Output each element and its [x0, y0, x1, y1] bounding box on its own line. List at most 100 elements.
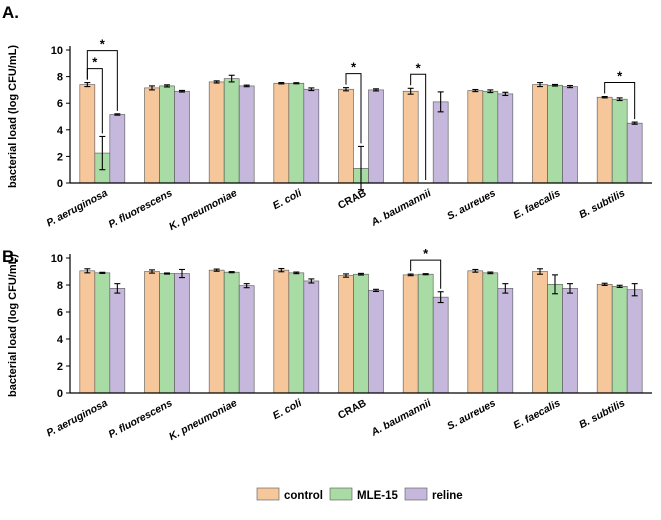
bar-reline-3	[303, 88, 320, 184]
y-tick-label: 8	[57, 72, 63, 84]
legend-label-mle-15: MLE-15	[357, 490, 399, 502]
bar-control-6	[467, 90, 484, 184]
category-label: B. subtilis	[577, 397, 627, 431]
bar-reline-4	[368, 290, 384, 394]
bar-reline-0	[109, 288, 126, 394]
bar-control-4	[338, 275, 354, 394]
bar-mle-15-2	[223, 78, 240, 184]
bar-control-1	[144, 87, 160, 184]
y-tick-label: 10	[51, 253, 63, 265]
bar-reline-1	[174, 90, 190, 184]
significance-asterisk: *	[416, 60, 422, 75]
category-label: P. fluorescens	[107, 187, 175, 231]
legend: control MLE-15 reline	[256, 487, 463, 502]
bar-control-0	[79, 84, 96, 184]
category-label: CRAB	[336, 187, 369, 212]
bar-control-3	[273, 82, 290, 184]
y-tick-label: 6	[57, 98, 63, 110]
y-tick-label: 4	[57, 334, 64, 346]
bar-control-8	[596, 96, 613, 184]
bar-reline-2	[238, 85, 255, 184]
legend-swatch-mle-15	[329, 487, 353, 501]
bar-control-5	[402, 90, 419, 184]
bar-mle-15-7	[547, 284, 563, 394]
category-label: CRAB	[336, 397, 369, 422]
y-tick-label: 0	[57, 178, 63, 190]
category-label: A. baumannii	[368, 187, 434, 230]
significance-asterisk: *	[423, 246, 429, 261]
legend-swatch-reline	[404, 487, 428, 501]
bar-reline-3	[303, 280, 320, 394]
legend-label-control: control	[284, 490, 323, 502]
y-tick-label: 2	[57, 361, 63, 373]
bar-mle-15-2	[223, 271, 240, 394]
bar-mle-15-0	[94, 272, 111, 394]
category-label: K. pneumoniae	[167, 397, 239, 443]
y-tick-label: 10	[51, 45, 63, 57]
legend-swatch-control	[256, 487, 280, 501]
bar-control-1	[144, 271, 160, 394]
bar-reline-1	[174, 273, 190, 394]
bar-reline-8	[626, 122, 643, 184]
y-tick-label: 6	[57, 307, 63, 319]
legend-label-reline: reline	[432, 490, 463, 502]
bar-control-5	[402, 274, 419, 394]
y-axis-title: bacterial load (log CFU/mL)	[7, 254, 19, 397]
category-label: A. baumannii	[368, 397, 434, 440]
significance-asterisk: *	[100, 37, 106, 52]
bar-reline-5	[432, 101, 449, 184]
bar-control-2	[208, 81, 225, 184]
bar-reline-0	[109, 114, 126, 184]
bar-mle-15-1	[159, 273, 175, 394]
bar-control-7	[532, 271, 548, 394]
bar-reline-6	[497, 93, 514, 184]
significance-asterisk: *	[351, 60, 357, 75]
bar-reline-4	[368, 89, 384, 184]
bar-control-2	[208, 269, 225, 394]
significance-asterisk: *	[92, 55, 98, 70]
bar-reline-6	[497, 288, 514, 394]
bar-reline-8	[626, 289, 643, 394]
bar-mle-15-7	[547, 84, 563, 184]
chart-panel-b: B.bacterial load (log CFU/mL) 0 2 4 6 8 10 P. a…	[2, 246, 652, 443]
bar-control-4	[338, 88, 354, 184]
bar-reline-7	[562, 86, 578, 184]
bar-mle-15-8	[611, 286, 628, 394]
category-label: S. aureues	[445, 187, 498, 223]
bar-control-0	[79, 270, 96, 394]
significance-bracket	[604, 82, 636, 120]
category-label: E. faecalis	[511, 397, 562, 432]
bar-control-3	[273, 269, 290, 394]
bar-reline-5	[432, 296, 449, 394]
bar-mle-15-6	[482, 90, 499, 184]
bar-reline-7	[562, 288, 578, 394]
significance-asterisk: *	[617, 69, 623, 84]
bar-mle-15-5	[417, 273, 434, 394]
category-label: P. aeruginosa	[44, 187, 109, 229]
significance-bracket	[345, 73, 362, 144]
panel-label: A.	[2, 3, 19, 22]
bar-mle-15-8	[611, 98, 628, 184]
significance-bracket	[86, 50, 118, 111]
chart-panel-a: A. bacterial load (log CFU/mL) 0 2 4 6 8 10 P. a…	[2, 3, 652, 233]
y-tick-label: 8	[57, 280, 63, 292]
y-axis-title: bacterial load (log CFU/mL)	[7, 45, 19, 188]
significance-bracket	[410, 259, 442, 289]
category-label: E. coli	[271, 187, 305, 213]
panel-label: B.	[2, 247, 19, 266]
bar-control-7	[532, 84, 548, 184]
bar-control-8	[596, 284, 613, 394]
category-label: E. faecalis	[511, 187, 562, 222]
bar-mle-15-4	[353, 273, 369, 394]
bar-reline-2	[238, 285, 255, 394]
y-tick-label: 2	[57, 151, 63, 163]
bar-mle-15-3	[288, 272, 305, 394]
bar-control-6	[467, 270, 484, 394]
bar-mle-15-3	[288, 82, 305, 184]
category-label: P. aeruginosa	[44, 397, 109, 439]
bar-mle-15-1	[159, 85, 175, 184]
y-tick-label: 0	[57, 388, 63, 400]
significance-bracket	[410, 73, 427, 180]
category-label: P. fluorescens	[107, 397, 175, 441]
